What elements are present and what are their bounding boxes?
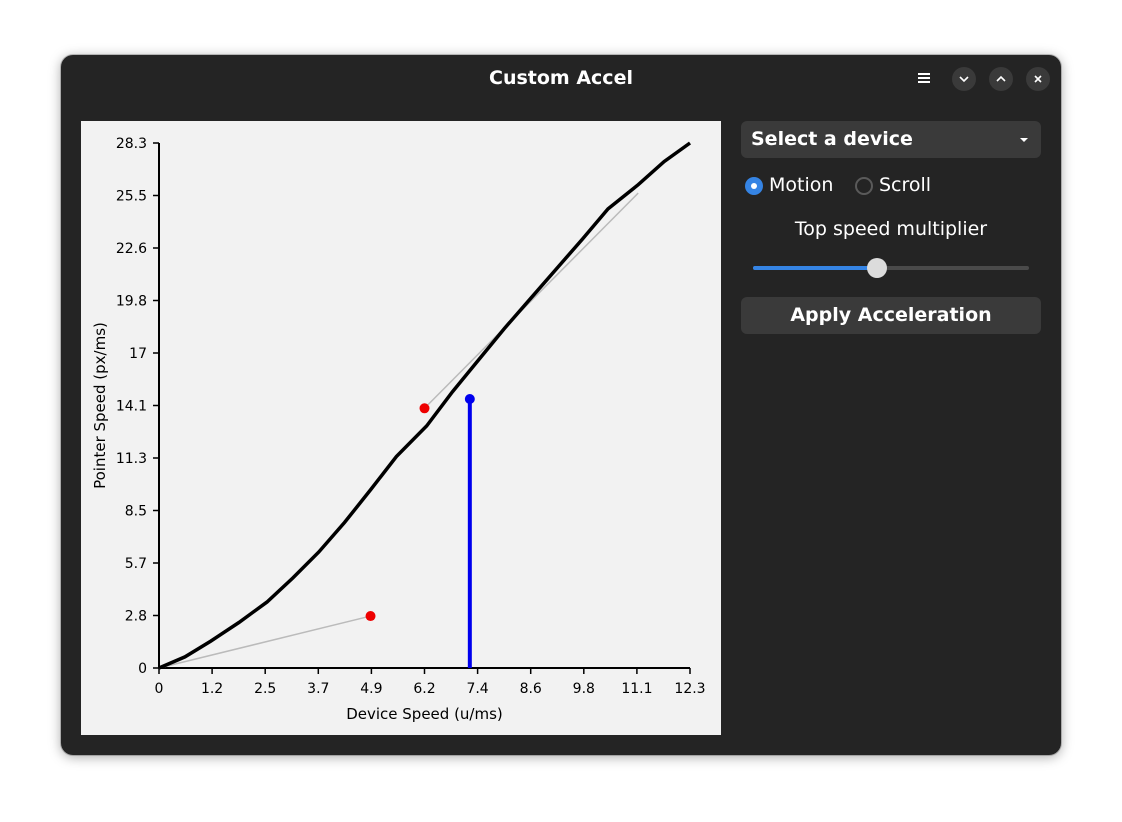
chart-ticks: 0 1.2 2.5 3.7 4.9 6.2 7.4 8.6 9.8 11.1 12.3 0 2.8 5.7…	[116, 136, 706, 697]
speed-marker[interactable]	[464, 394, 475, 668]
x-tick-label: 2.5	[254, 681, 276, 697]
control-point[interactable]	[365, 611, 376, 622]
close-icon[interactable]	[1026, 67, 1050, 91]
x-tick-label: 6.2	[413, 681, 435, 697]
hamburger-icon[interactable]	[913, 67, 935, 89]
motion-radio[interactable]	[745, 177, 763, 195]
scroll-radio-label[interactable]: Scroll	[879, 174, 932, 196]
mode-radio-group: Motion Scroll	[745, 174, 1045, 200]
app-window: Custom Accel 0 1.2 2.5 3.7 4.9 6.2 7.4 8.6 9.8 11…	[61, 55, 1061, 755]
slider-knob[interactable]	[867, 258, 888, 278]
chevron-up-icon[interactable]	[989, 67, 1013, 91]
y-tick-label: 0	[138, 661, 147, 677]
dropdown-caret-icon	[1020, 138, 1028, 142]
control-point[interactable]	[419, 403, 430, 414]
scroll-radio[interactable]	[855, 177, 873, 195]
y-tick-label: 19.8	[116, 294, 147, 310]
marker-point	[464, 394, 475, 405]
x-tick-label: 3.7	[307, 681, 329, 697]
y-tick-label: 5.7	[125, 556, 147, 572]
top-speed-slider[interactable]	[753, 258, 1029, 278]
x-tick-label: 8.6	[520, 681, 542, 697]
y-tick-label: 2.8	[125, 609, 147, 625]
title-bar: Custom Accel	[61, 55, 1061, 102]
acceleration-chart[interactable]: 0 1.2 2.5 3.7 4.9 6.2 7.4 8.6 9.8 11.1 12.3 0 2.8 5.7…	[81, 121, 721, 735]
x-tick-label: 11.1	[621, 681, 652, 697]
x-tick-label: 12.3	[674, 681, 705, 697]
apply-acceleration-button[interactable]: Apply Acceleration	[741, 297, 1041, 334]
chart-canvas[interactable]: 0 1.2 2.5 3.7 4.9 6.2 7.4 8.6 9.8 11.1 12.3 0 2.8 5.7…	[81, 121, 721, 735]
slider-fill	[753, 266, 878, 270]
slider-track[interactable]	[753, 266, 1029, 270]
x-tick-label: 1.2	[201, 681, 223, 697]
acceleration-curve	[158, 141, 692, 670]
motion-radio-label[interactable]: Motion	[769, 174, 834, 196]
y-tick-label: 11.3	[116, 451, 147, 467]
control-lines	[158, 192, 639, 669]
control-line	[158, 615, 371, 669]
device-select-label: Select a device	[751, 128, 913, 150]
control-line	[423, 192, 639, 409]
window-title: Custom Accel	[489, 67, 633, 89]
x-tick-label: 0	[155, 681, 164, 697]
y-tick-label: 14.1	[116, 399, 147, 415]
device-select[interactable]: Select a device	[741, 121, 1041, 158]
control-points[interactable]	[365, 403, 430, 622]
slider-label: Top speed multiplier	[794, 218, 988, 240]
x-tick-label: 9.8	[573, 681, 595, 697]
y-tick-label: 28.3	[116, 136, 147, 152]
x-tick-label: 4.9	[360, 681, 382, 697]
y-axis-label: Pointer Speed (px/ms)	[91, 322, 109, 489]
y-tick-label: 25.5	[116, 189, 147, 205]
y-tick-label: 22.6	[116, 241, 147, 257]
x-tick-label: 7.4	[466, 681, 488, 697]
y-tick-label: 8.5	[125, 504, 147, 520]
x-axis-label: Device Speed (u/ms)	[346, 705, 503, 723]
y-tick-label: 17	[129, 346, 147, 362]
chevron-down-icon[interactable]	[952, 67, 976, 91]
